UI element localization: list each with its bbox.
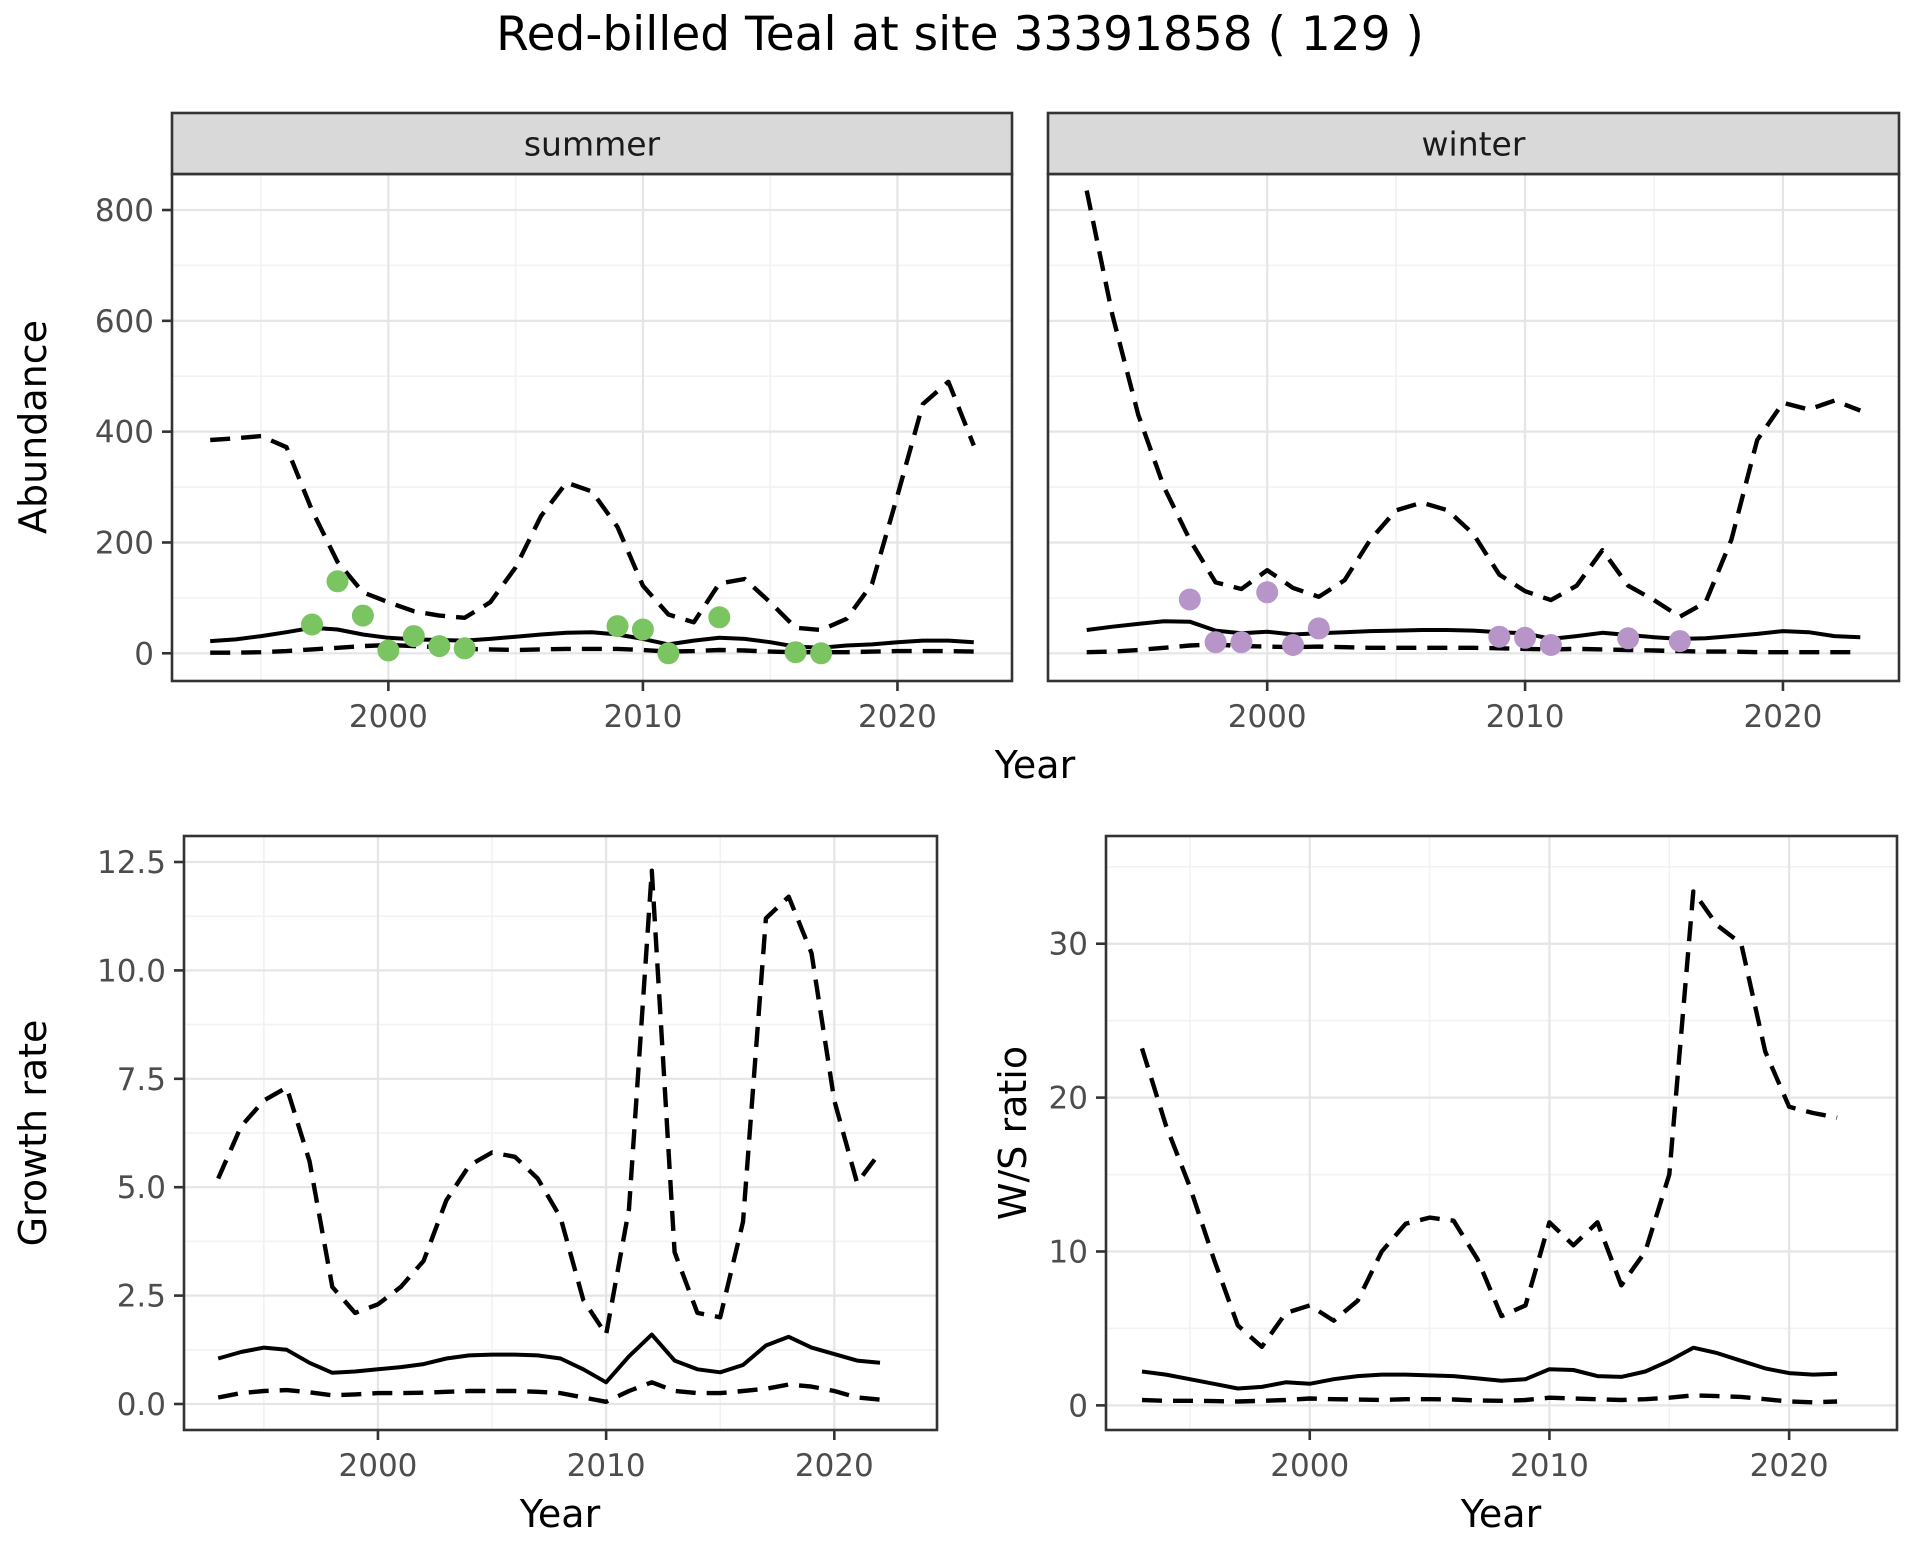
facet-strip (170, 111, 1014, 176)
data-point (453, 637, 476, 660)
observed-counts-summer (301, 570, 833, 665)
panel-border (1104, 834, 1899, 1432)
y-tick-label: 7.5 (117, 1062, 166, 1098)
series-line-lower-95ci (1141, 1393, 1838, 1405)
plot-title: Red-billed Teal at site 33391858 ( 129 ) (496, 7, 1424, 62)
y-tick-label: 5.0 (117, 1170, 166, 1206)
y-tick-label: 20 (1049, 1081, 1088, 1117)
x-tick-label: 2000 (349, 699, 428, 735)
x-tick-label: 2000 (339, 1448, 418, 1484)
facet-strip-label-summer: summer (524, 125, 661, 164)
x-axis-title-year-growth: Year (519, 1492, 601, 1536)
data-point (1668, 630, 1691, 653)
y-tick-label: 400 (95, 415, 154, 451)
x-axis-title-year-ws: Year (1460, 1492, 1542, 1536)
panel-ws-ratio: 2000 2010 2020 0 10 20 30 (1049, 834, 1899, 1484)
y-tick-label: 200 (95, 525, 154, 561)
gridlines-minor (172, 174, 1012, 681)
panel-border (182, 834, 939, 1432)
series-line-upper-95ci (210, 379, 976, 633)
data-marks (216, 868, 882, 1405)
data-point (657, 642, 680, 665)
y-tick-label: 12.5 (97, 845, 166, 881)
data-point (1539, 634, 1562, 656)
data-point (1204, 631, 1227, 654)
x-axis-title-year-top: Year (994, 743, 1076, 787)
data-point (1307, 617, 1330, 640)
panel-background (1106, 836, 1897, 1430)
facet-strip-label-winter: winter (1422, 125, 1526, 164)
panel-background (1048, 174, 1899, 681)
data-point (402, 625, 425, 648)
y-axis-title-ws-ratio: W/S ratio (991, 1046, 1035, 1220)
data-point (428, 635, 451, 658)
gridlines-minor (184, 836, 937, 1430)
data-marks (210, 379, 976, 665)
series-line-mean (1141, 1345, 1838, 1391)
series-line-lower-95ci (210, 642, 974, 655)
panel-abundance-summer: summer 2000 2010 2020 0 200 400 600 800 (95, 111, 1014, 735)
data-point (1617, 627, 1640, 650)
data-point (1178, 588, 1201, 611)
y-axis-title-growth-rate: Growth rate (11, 1020, 55, 1247)
gridlines-minor (1106, 836, 1897, 1430)
data-point (1282, 634, 1304, 656)
y-tick-label: 30 (1049, 927, 1088, 963)
x-tick-label: 2010 (567, 1448, 646, 1484)
data-point (377, 639, 400, 662)
y-tick-label: 600 (95, 304, 154, 340)
data-point (1230, 631, 1253, 654)
series-line-upper-95ci (1084, 190, 1862, 619)
gridlines-major (1106, 836, 1897, 1430)
x-tick-label: 2020 (1750, 1448, 1829, 1484)
data-marks (1084, 190, 1862, 656)
series-line-mean (217, 1332, 881, 1385)
data-point (708, 606, 731, 629)
panel-abundance-winter: winter 2000 2010 2020 (1046, 111, 1901, 735)
y-tick-label: 0 (1068, 1388, 1088, 1424)
observed-counts-winter (1178, 581, 1691, 656)
data-point (1488, 625, 1511, 648)
x-tick-label: 2020 (795, 1448, 874, 1484)
x-tick-label: 2020 (858, 699, 937, 735)
x-tick-label: 2000 (1270, 1448, 1349, 1484)
series-line-mean (1086, 619, 1861, 641)
data-point (326, 570, 349, 593)
y-tick-label: 0.0 (117, 1387, 166, 1423)
y-axis-title-abundance: Abundance (11, 320, 55, 534)
data-marks (1139, 889, 1838, 1405)
panel-growth-rate: 2000 2010 2020 0.0 2.5 5.0 7.5 10.0 12.5 (97, 834, 939, 1484)
data-point (784, 641, 807, 664)
y-tick-label: 0 (134, 636, 154, 672)
data-point (810, 642, 833, 665)
y-tick-label: 10 (1049, 1234, 1088, 1270)
series-line-mean (210, 625, 974, 650)
y-tick-label: 2.5 (117, 1279, 166, 1315)
y-tick-label: 10.0 (97, 953, 166, 989)
data-point (606, 615, 629, 638)
data-point (1514, 626, 1537, 649)
gridlines-major (172, 174, 1012, 681)
data-point (351, 604, 374, 627)
data-point (301, 613, 323, 636)
panel-background (172, 174, 1012, 681)
x-tick-label: 2010 (1486, 699, 1565, 735)
x-tick-label: 2010 (603, 699, 682, 735)
x-tick-label: 2020 (1744, 699, 1823, 735)
x-tick-label: 2010 (1510, 1448, 1589, 1484)
series-line-upper-95ci (216, 868, 882, 1337)
facet-strip (1046, 111, 1901, 176)
y-tick-label: 800 (95, 193, 154, 229)
data-point (1256, 581, 1279, 604)
x-tick-label: 2000 (1228, 699, 1307, 735)
data-point (631, 618, 654, 641)
series-line-lower-95ci (217, 1380, 881, 1405)
series-line-upper-95ci (1139, 889, 1838, 1350)
